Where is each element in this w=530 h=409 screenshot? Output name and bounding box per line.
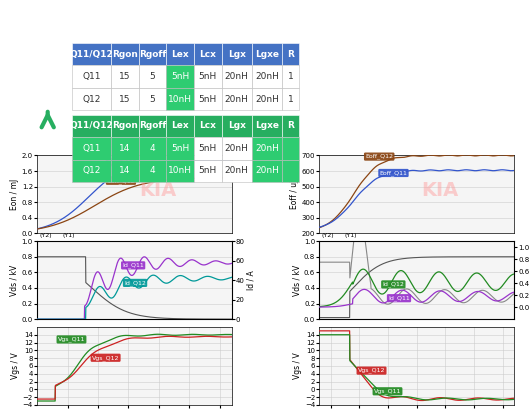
Text: 5nH: 5nH [171,144,189,153]
Text: Q12: Q12 [82,166,101,175]
Text: Vgs_Q12: Vgs_Q12 [358,368,385,373]
Text: Rgon: Rgon [112,49,138,59]
Text: Id_Q12: Id_Q12 [124,280,146,286]
Text: 14: 14 [119,166,131,175]
Text: 5: 5 [150,94,155,104]
Text: 20nH: 20nH [255,144,279,153]
Text: 20nH: 20nH [255,94,279,104]
Text: Q12: Q12 [82,94,101,104]
Text: 20nH: 20nH [225,166,249,175]
Text: 10nH: 10nH [168,94,192,104]
Text: Lgx: Lgx [228,121,245,130]
Text: 20nH: 20nH [225,144,249,153]
Text: Rgoff: Rgoff [139,121,166,130]
Text: Rgon: Rgon [112,121,138,130]
Text: 10nH: 10nH [168,166,192,175]
Text: Lcx: Lcx [199,121,216,130]
Text: Q11: Q11 [82,144,101,153]
Text: 5nH: 5nH [171,72,189,81]
Y-axis label: Id / A: Id / A [246,270,255,290]
Text: 4: 4 [150,144,155,153]
Text: 5nH: 5nH [199,94,217,104]
Text: Lgxe: Lgxe [255,121,279,130]
Y-axis label: Vgs / V: Vgs / V [293,353,302,379]
Text: Vgs_Q12: Vgs_Q12 [92,355,119,361]
Text: R: R [287,121,294,130]
Text: Id_Q12: Id_Q12 [383,281,404,287]
Text: 1: 1 [288,72,293,81]
Text: Id_Q11: Id_Q11 [122,263,144,268]
Text: Eon_Q11: Eon_Q11 [107,159,135,165]
Text: KIA: KIA [421,181,459,200]
Text: 5nH: 5nH [199,72,217,81]
Y-axis label: Eoff / uJ: Eoff / uJ [290,180,299,209]
Text: Lcx: Lcx [199,49,216,59]
Text: (Y1): (Y1) [63,232,75,238]
Text: 5: 5 [150,72,155,81]
Y-axis label: Eon / mJ: Eon / mJ [10,179,19,210]
Text: Vgs_Q11: Vgs_Q11 [58,337,85,342]
Text: (Y1): (Y1) [344,232,357,238]
Text: 14: 14 [119,144,131,153]
Y-axis label: Vds / kV: Vds / kV [292,265,301,296]
Text: 15: 15 [119,72,131,81]
Y-axis label: Vds / kV: Vds / kV [10,265,19,296]
Text: 5nH: 5nH [199,166,217,175]
Text: Rgoff: Rgoff [139,49,166,59]
Text: 20nH: 20nH [225,72,249,81]
Text: Lex: Lex [171,121,189,130]
Text: Eon_Q12: Eon_Q12 [107,178,135,184]
Text: Vgs_Q11: Vgs_Q11 [374,389,401,394]
Text: KIA: KIA [139,181,176,200]
Text: (Y2): (Y2) [39,232,51,238]
Text: Q11/Q12: Q11/Q12 [69,49,113,59]
Text: 20nH: 20nH [255,72,279,81]
Text: R: R [287,49,294,59]
Text: Eoff_Q12: Eoff_Q12 [365,154,393,160]
Text: 20nH: 20nH [225,94,249,104]
Text: Q11/Q12: Q11/Q12 [69,121,113,130]
Text: 20nH: 20nH [255,166,279,175]
Text: Q11: Q11 [82,72,101,81]
Text: (Y2): (Y2) [321,232,334,238]
Text: Lgx: Lgx [228,49,245,59]
Text: 1: 1 [288,94,293,104]
Text: 4: 4 [150,166,155,175]
Text: 5nH: 5nH [199,144,217,153]
Text: Lgxe: Lgxe [255,49,279,59]
Y-axis label: Vgs / V: Vgs / V [11,353,20,379]
Text: 15: 15 [119,94,131,104]
Text: Eoff_Q11: Eoff_Q11 [379,170,408,176]
Text: Id_Q11: Id_Q11 [388,295,410,301]
Text: Lex: Lex [171,49,189,59]
